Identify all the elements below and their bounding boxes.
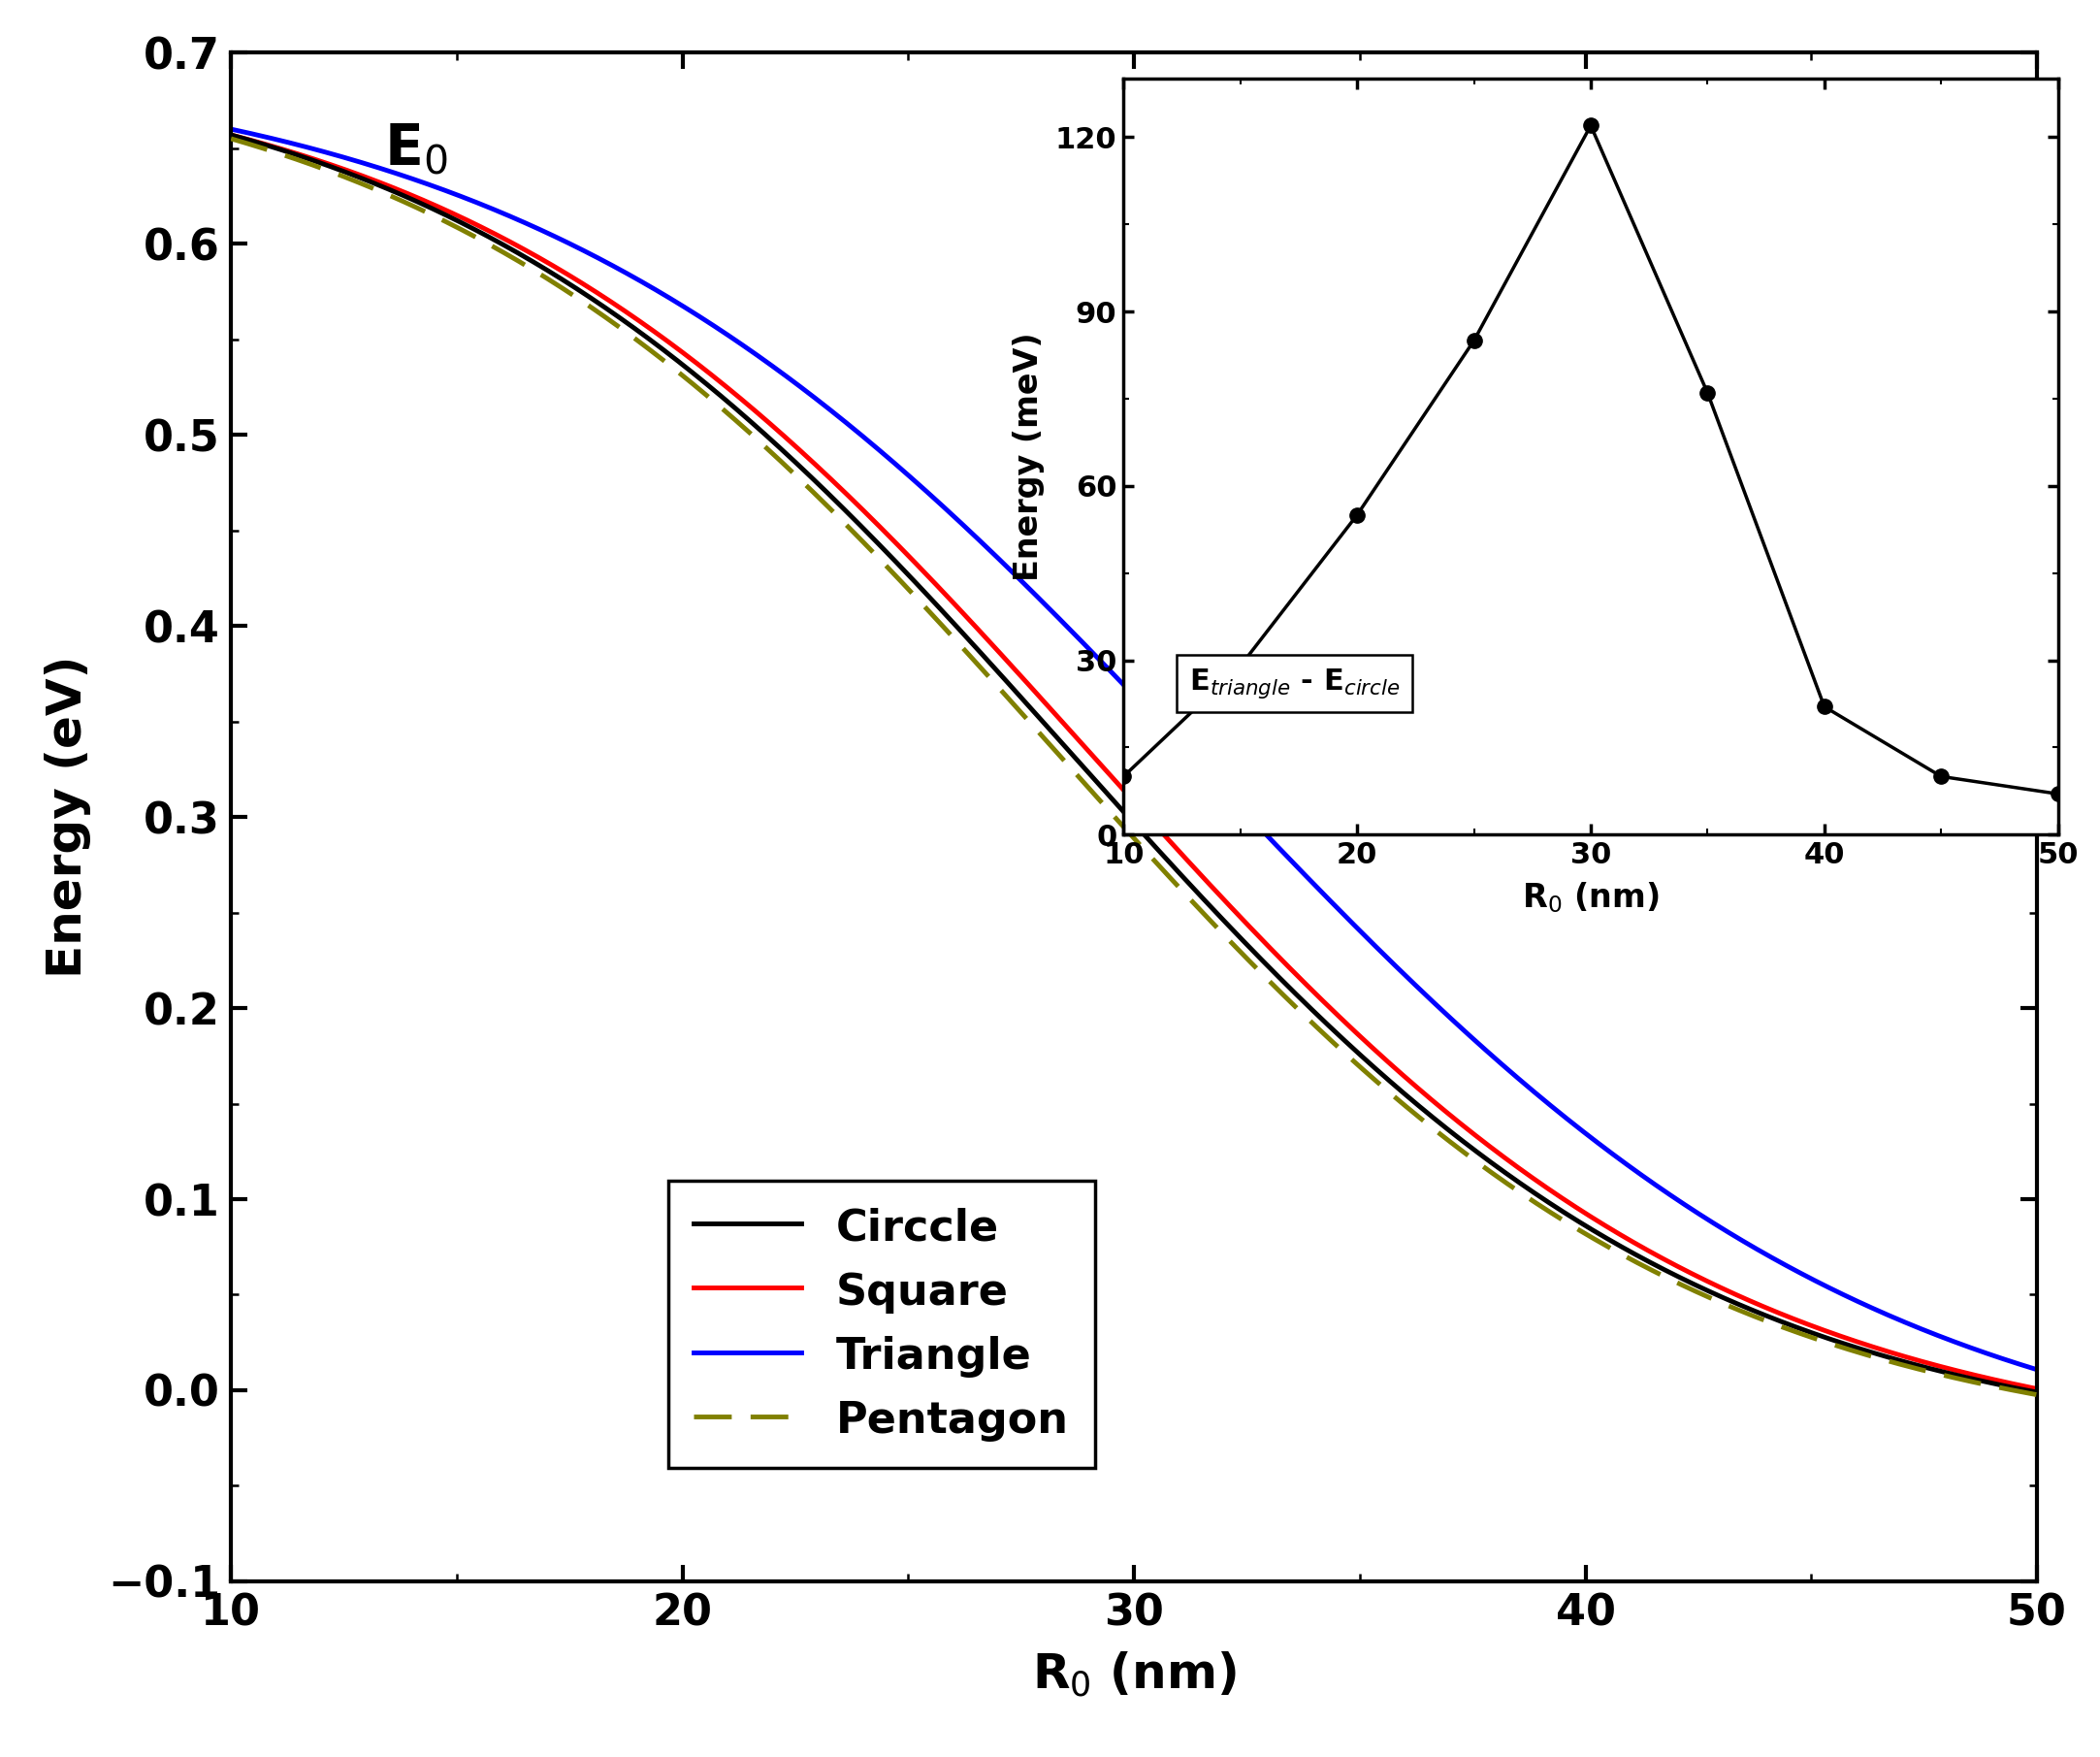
- Triangle: [2024, 1360, 2050, 1381]
- Square: [1628, 1235, 1653, 1256]
- Square: [1659, 1253, 1684, 1274]
- Triangle: [1014, 575, 1040, 596]
- Pentagon: [218, 128, 244, 149]
- Pentagon: [949, 636, 974, 657]
- Text: E$_{triangle}$ - E$_{circle}$: E$_{triangle}$ - E$_{circle}$: [1189, 666, 1401, 701]
- Square: [949, 601, 974, 622]
- Triangle: [1659, 1186, 1684, 1207]
- Line: Square: Square: [231, 135, 2037, 1388]
- Triangle: [1628, 1163, 1653, 1184]
- Y-axis label: Energy (eV): Energy (eV): [44, 655, 92, 979]
- Triangle: [1460, 1026, 1485, 1047]
- Triangle: [949, 513, 974, 534]
- Triangle: [218, 119, 244, 141]
- Triangle: [403, 169, 428, 190]
- Pentagon: [1460, 1147, 1485, 1168]
- Circcle: [949, 620, 974, 641]
- Circcle: [1628, 1246, 1653, 1267]
- X-axis label: R$_0$ (nm): R$_0$ (nm): [1031, 1650, 1237, 1699]
- X-axis label: R$_0$ (nm): R$_0$ (nm): [1522, 880, 1659, 915]
- Circcle: [218, 125, 244, 146]
- Y-axis label: Energy (meV): Energy (meV): [1012, 332, 1044, 582]
- Square: [1014, 671, 1040, 692]
- Pentagon: [1628, 1253, 1653, 1274]
- Pentagon: [1014, 708, 1040, 729]
- Circcle: [403, 190, 428, 211]
- Pentagon: [403, 197, 428, 218]
- Pentagon: [1659, 1270, 1684, 1291]
- Circcle: [1659, 1263, 1684, 1284]
- Line: Triangle: Triangle: [231, 130, 2037, 1370]
- Circcle: [1014, 692, 1040, 713]
- Line: Pentagon: Pentagon: [231, 139, 2037, 1395]
- Square: [1460, 1121, 1485, 1142]
- Square: [218, 125, 244, 146]
- Square: [403, 186, 428, 207]
- Circcle: [2024, 1381, 2050, 1402]
- Pentagon: [2024, 1385, 2050, 1406]
- Square: [2024, 1377, 2050, 1399]
- Circcle: [1460, 1137, 1485, 1158]
- Text: E$_0$: E$_0$: [384, 121, 447, 177]
- Line: Circcle: Circcle: [231, 135, 2037, 1392]
- Legend: Circcle, Square, Triangle, Pentagon: Circcle, Square, Triangle, Pentagon: [668, 1181, 1094, 1469]
